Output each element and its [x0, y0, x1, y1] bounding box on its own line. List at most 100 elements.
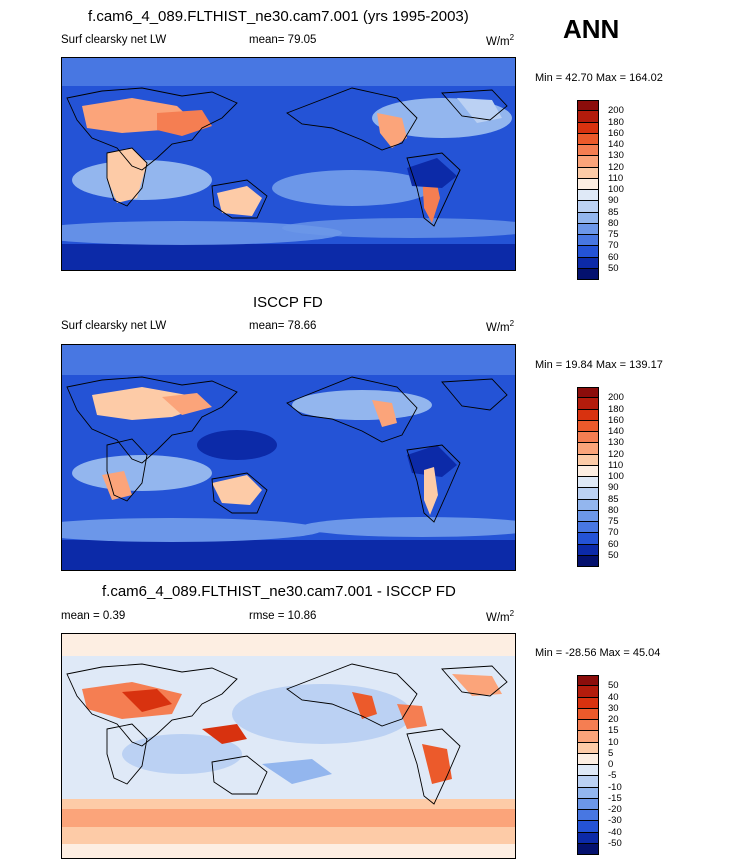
colorbar-tick-label: 200: [608, 392, 624, 404]
panel-diff-map-svg: [62, 634, 515, 858]
colorbar-box: [577, 753, 599, 765]
colorbar-box: [577, 156, 599, 168]
colorbar-tick-label: 70: [608, 527, 619, 539]
colorbar-tick-label: 85: [608, 493, 619, 505]
panel-model-title: f.cam6_4_089.FLTHIST_ne30.cam7.001 (yrs …: [88, 8, 469, 25]
colorbar-box: [577, 212, 599, 224]
panel-obs-title: ISCCP FD: [253, 294, 323, 311]
colorbar-box: [577, 697, 599, 709]
colorbar-tick-label: 80: [608, 504, 619, 516]
colorbar-box: [577, 246, 599, 258]
colorbar-tick-label: 50: [608, 262, 619, 274]
colorbar-tick-label: 140: [608, 139, 624, 150]
colorbar-box: [577, 235, 599, 247]
panel-model-map: [61, 57, 516, 271]
colorbar-tick-label: 0: [608, 759, 614, 770]
map-band-antarctic: [62, 244, 515, 270]
colorbar-box: [577, 398, 599, 410]
colorbar-box: [577, 477, 599, 489]
colorbar-tick-label: -20: [608, 804, 622, 815]
panel-diff-title: f.cam6_4_089.FLTHIST_ne30.cam7.001 - ISC…: [102, 583, 456, 600]
colorbar-box: [577, 798, 599, 810]
colorbar-box: [577, 432, 599, 444]
colorbar-box: [577, 555, 599, 567]
colorbar-box: [577, 488, 599, 500]
colorbar-box: [577, 465, 599, 477]
colorbar-tick-label: 30: [608, 702, 619, 714]
panel-diff-units: W/m2: [486, 609, 515, 624]
panel-model-mean-label: mean= 79.05: [249, 34, 317, 46]
colorbar-box: [577, 178, 599, 190]
colorbar-tick-label: -15: [608, 792, 622, 804]
colorbar-box: [577, 686, 599, 698]
colorbar-box: [577, 832, 599, 844]
colorbar-box: [577, 742, 599, 754]
colorbar-box: [577, 111, 599, 123]
colorbar-tick-label: 50: [608, 680, 619, 692]
colorbar-box: [577, 776, 599, 788]
colorbar-box: [577, 544, 599, 556]
colorbar-box: [577, 533, 599, 545]
colorbar-box: [577, 765, 599, 777]
colorbar-box: [577, 201, 599, 213]
colorbar-tick-label: 110: [608, 172, 624, 184]
colorbar-tick-label: 130: [608, 150, 624, 162]
colorbar-box: [577, 675, 599, 687]
map-band-southern: [62, 221, 342, 245]
colorbar-box: [577, 720, 599, 732]
colorbar-tick-label: 60: [608, 251, 619, 263]
panel-obs-colorbar: [577, 387, 599, 567]
map-region-southern-africa: [107, 148, 147, 203]
colorbar-tick-label: 90: [608, 482, 619, 494]
colorbar-tick-label: 140: [608, 426, 624, 437]
panel-model-map-svg: [62, 58, 515, 270]
colorbar-tick-label: 160: [608, 127, 624, 139]
colorbar-tick-label: 120: [608, 161, 624, 173]
colorbar-box: [577, 268, 599, 280]
colorbar-tick-label: 15: [608, 725, 619, 737]
colorbar-box: [577, 190, 599, 202]
colorbar-tick-label: 180: [608, 116, 624, 128]
map-band-arctic: [62, 58, 515, 86]
colorbar-tick-label: -10: [608, 781, 622, 793]
colorbar-box: [577, 522, 599, 534]
colorbar-box: [577, 420, 599, 432]
colorbar-tick-label: 120: [608, 448, 624, 460]
panel-model-colorbar: [577, 100, 599, 280]
colorbar-box: [577, 810, 599, 822]
colorbar-tick-label: -50: [608, 837, 622, 849]
panel-diff-map: [61, 633, 516, 859]
colorbar-tick-label: 180: [608, 403, 624, 415]
colorbar-tick-label: 60: [608, 538, 619, 550]
panel-obs-variable-label: Surf clearsky net LW: [61, 320, 167, 332]
colorbar-tick-label: 20: [608, 714, 619, 725]
colorbar-box: [577, 510, 599, 522]
panel-obs-minmax: Min = 19.84 Max = 139.17: [535, 359, 663, 371]
colorbar-tick-label: 100: [608, 184, 624, 195]
colorbar-box: [577, 100, 599, 112]
colorbar-box: [577, 122, 599, 134]
colorbar-tick-label: -30: [608, 815, 622, 827]
panel-diff-mean-label: mean = 0.39: [61, 610, 126, 622]
panel-model-variable-label: Surf clearsky net LW: [61, 34, 167, 46]
colorbar-tick-label: 100: [608, 471, 624, 482]
season-label: ANN: [563, 14, 620, 44]
colorbar-box: [577, 499, 599, 511]
colorbar-box: [577, 223, 599, 235]
panel-model-minmax: Min = 42.70 Max = 164.02: [535, 72, 663, 84]
colorbar-box: [577, 787, 599, 799]
colorbar-tick-label: 5: [608, 747, 614, 759]
colorbar-tick-label: 110: [608, 459, 624, 471]
colorbar-tick-label: 160: [608, 414, 624, 426]
colorbar-tick-label: -5: [608, 770, 617, 782]
panel-diff-minmax: Min = -28.56 Max = 45.04: [535, 647, 661, 659]
colorbar-box: [577, 167, 599, 179]
colorbar-box: [577, 443, 599, 455]
colorbar-box: [577, 731, 599, 743]
colorbar-tick-label: 200: [608, 105, 624, 117]
colorbar-tick-label: 40: [608, 691, 619, 703]
colorbar-box: [577, 843, 599, 855]
colorbar-box: [577, 145, 599, 157]
colorbar-tick-label: 70: [608, 240, 619, 252]
colorbar-tick-label: 130: [608, 437, 624, 449]
